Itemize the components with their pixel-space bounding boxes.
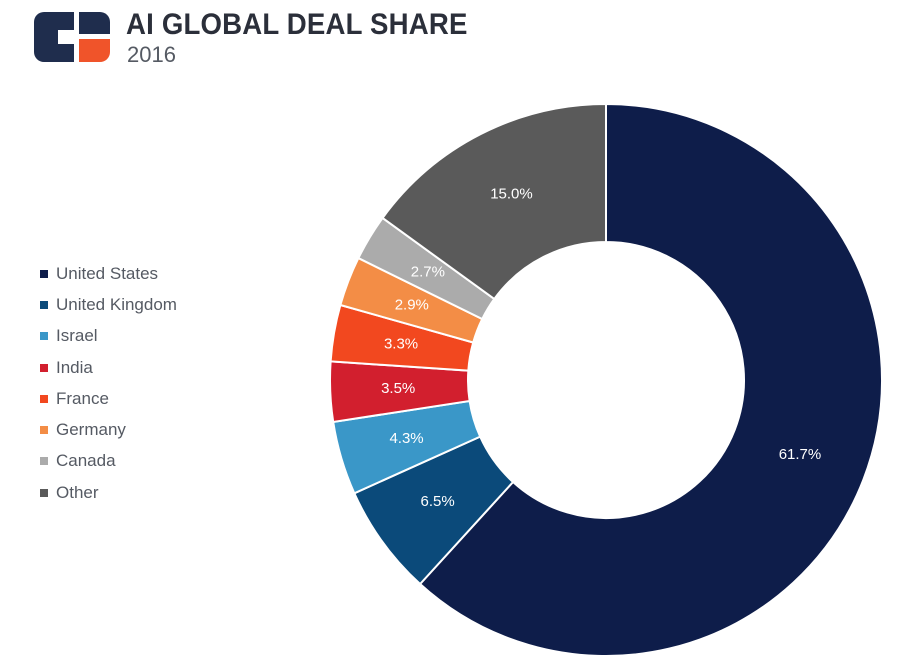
legend-item-germany: Germany: [40, 414, 270, 445]
data-label-israel: 4.3%: [389, 430, 423, 447]
donut-labels: 61.7% 6.5% 4.3% 3.5% 3.3% 2.9% 2.7% 15.0%: [381, 186, 821, 510]
legend-label: Israel: [56, 326, 98, 346]
chart-legend: United States United Kingdom Israel India Fr…: [40, 258, 270, 508]
legend-swatch: [40, 488, 48, 497]
legend-label: United States: [56, 263, 159, 283]
legend-label: India: [56, 357, 93, 377]
legend-swatch: [40, 394, 48, 403]
chart-title: AI GLOBAL DEAL SHARE: [126, 8, 468, 41]
data-label-germany: 2.9%: [395, 296, 429, 313]
legend-label: Other: [56, 482, 99, 502]
legend-item-other: Other: [40, 477, 270, 508]
donut-slice-other: [381, 102, 607, 301]
legend-item-united-states: United States: [40, 258, 270, 289]
legend-item-india: India: [40, 352, 270, 383]
chart-subtitle: 2016: [127, 42, 176, 67]
legend-item-israel: Israel: [40, 321, 270, 352]
legend-swatch: [40, 332, 48, 341]
legend-label: Germany: [56, 420, 126, 440]
legend-item-united-kingdom: United Kingdom: [40, 289, 270, 320]
legend-swatch: [40, 300, 48, 309]
legend-swatch: [40, 426, 48, 435]
logo-top-right-shape: [79, 12, 110, 34]
data-label-other: 15.0%: [490, 186, 533, 203]
legend-swatch: [40, 269, 48, 278]
data-label-france: 3.3%: [384, 335, 418, 352]
legend-swatch: [40, 363, 48, 372]
brand-logo-icon: [34, 12, 110, 62]
legend-swatch: [40, 457, 48, 466]
donut-slices: [329, 102, 883, 657]
logo-accent-shape: [79, 39, 110, 62]
legend-item-france: France: [40, 383, 270, 414]
data-label-india: 3.5%: [381, 380, 415, 397]
logo-dark-shape: [34, 12, 74, 62]
data-label-canada: 2.7%: [411, 264, 445, 281]
legend-label: United Kingdom: [56, 294, 177, 314]
donut-slice-united-states: [418, 102, 883, 657]
legend-item-canada: Canada: [40, 446, 270, 477]
legend-label: Canada: [56, 451, 116, 471]
data-label-united-kingdom: 6.5%: [421, 493, 455, 510]
data-label-united-states: 61.7%: [779, 446, 822, 463]
legend-label: France: [56, 388, 109, 408]
